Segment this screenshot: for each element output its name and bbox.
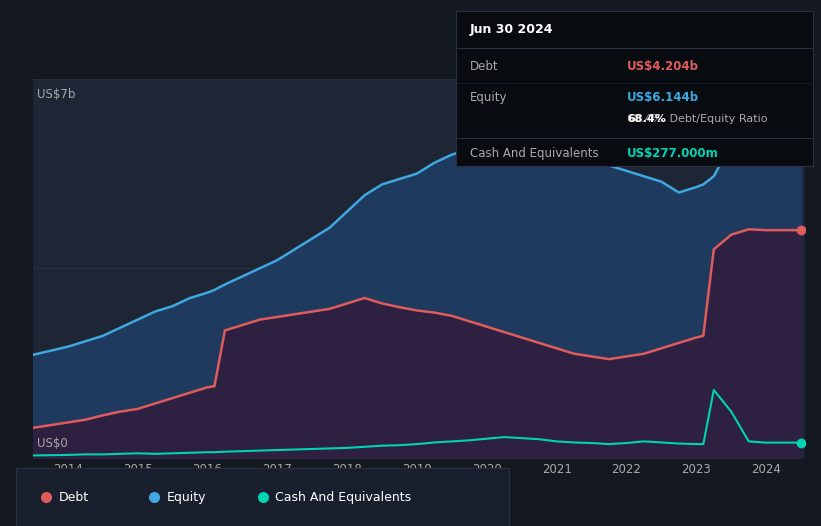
Text: US$277.000m: US$277.000m xyxy=(627,147,719,160)
Text: Debt: Debt xyxy=(58,491,89,503)
Text: 68.4%  Debt/Equity Ratio: 68.4% Debt/Equity Ratio xyxy=(627,114,768,124)
Text: US$4.204b: US$4.204b xyxy=(627,60,699,73)
Text: 68.4%: 68.4% xyxy=(627,114,666,124)
Text: US$7b: US$7b xyxy=(37,88,75,102)
Text: US$6.144b: US$6.144b xyxy=(627,91,699,104)
Text: Equity: Equity xyxy=(470,91,507,104)
Text: Cash And Equivalents: Cash And Equivalents xyxy=(275,491,411,503)
Text: Cash And Equivalents: Cash And Equivalents xyxy=(470,147,599,160)
Text: Jun 30 2024: Jun 30 2024 xyxy=(470,23,553,36)
Text: Equity: Equity xyxy=(167,491,206,503)
Text: US$0: US$0 xyxy=(37,437,67,450)
Text: Debt: Debt xyxy=(470,60,498,73)
